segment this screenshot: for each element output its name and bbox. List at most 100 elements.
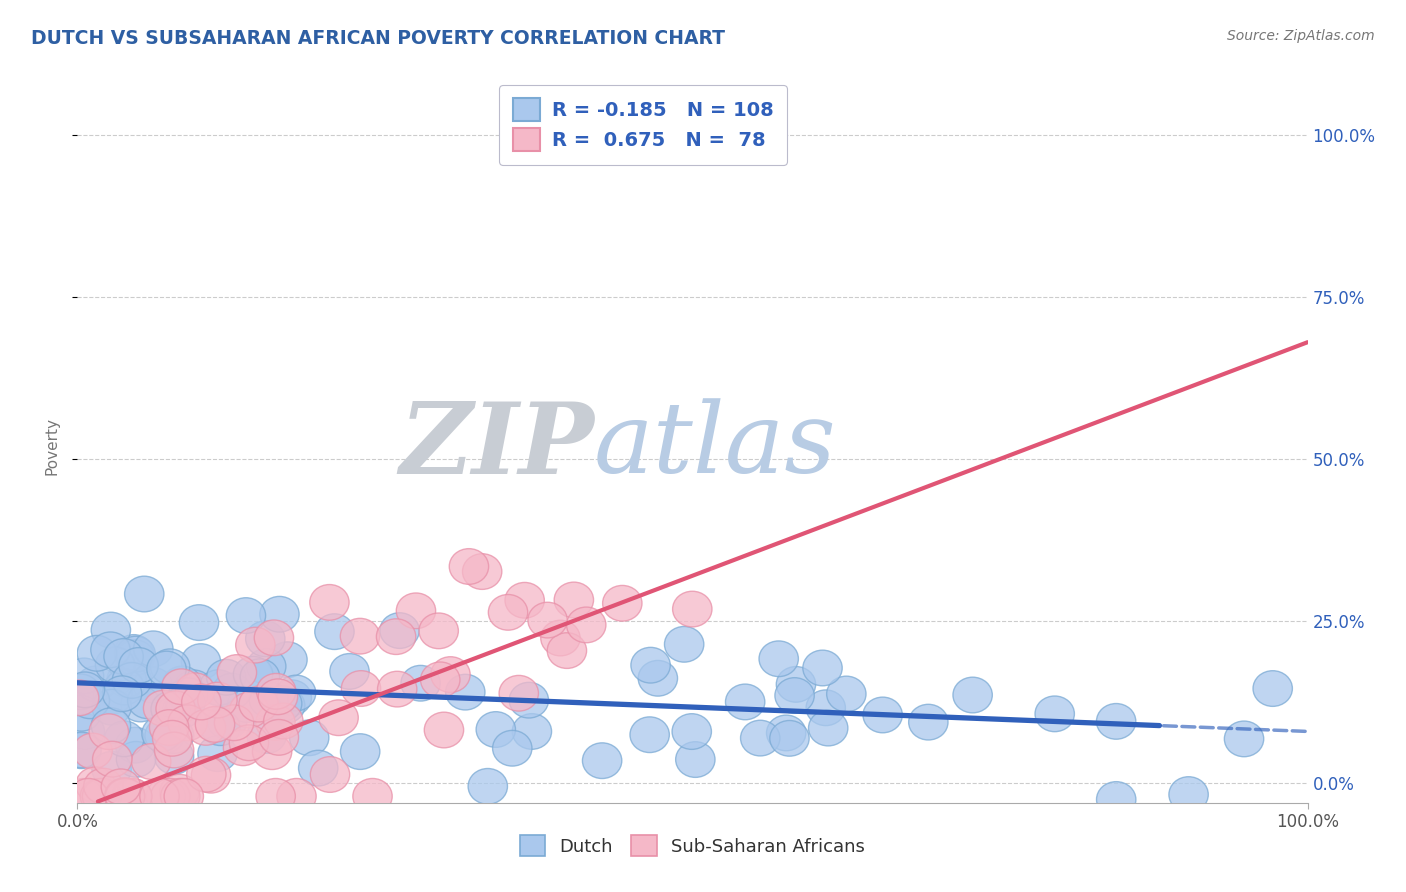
- Ellipse shape: [1168, 777, 1208, 813]
- Ellipse shape: [477, 712, 516, 747]
- Ellipse shape: [249, 681, 288, 717]
- Ellipse shape: [198, 736, 238, 772]
- Ellipse shape: [93, 741, 132, 777]
- Ellipse shape: [342, 671, 381, 706]
- Ellipse shape: [121, 686, 160, 722]
- Ellipse shape: [499, 675, 538, 711]
- Ellipse shape: [174, 670, 214, 706]
- Ellipse shape: [191, 757, 231, 793]
- Ellipse shape: [201, 710, 240, 746]
- Ellipse shape: [214, 705, 253, 740]
- Ellipse shape: [267, 642, 307, 678]
- Ellipse shape: [76, 767, 115, 803]
- Ellipse shape: [207, 659, 246, 695]
- Ellipse shape: [91, 751, 131, 787]
- Ellipse shape: [163, 666, 202, 702]
- Ellipse shape: [62, 696, 101, 731]
- Ellipse shape: [247, 718, 287, 754]
- Ellipse shape: [806, 690, 845, 725]
- Ellipse shape: [155, 739, 194, 774]
- Ellipse shape: [554, 582, 593, 618]
- Ellipse shape: [380, 613, 419, 648]
- Ellipse shape: [277, 675, 316, 711]
- Ellipse shape: [104, 779, 143, 814]
- Ellipse shape: [672, 714, 711, 749]
- Text: ZIP: ZIP: [399, 398, 595, 494]
- Ellipse shape: [309, 584, 349, 620]
- Ellipse shape: [155, 718, 194, 754]
- Ellipse shape: [134, 631, 173, 666]
- Ellipse shape: [741, 720, 780, 756]
- Ellipse shape: [264, 703, 304, 739]
- Ellipse shape: [89, 714, 128, 749]
- Ellipse shape: [146, 651, 186, 687]
- Ellipse shape: [256, 779, 295, 814]
- Ellipse shape: [770, 721, 810, 756]
- Ellipse shape: [105, 778, 145, 814]
- Ellipse shape: [463, 554, 502, 590]
- Ellipse shape: [263, 686, 302, 722]
- Ellipse shape: [240, 659, 280, 695]
- Ellipse shape: [353, 779, 392, 814]
- Ellipse shape: [125, 576, 165, 612]
- Ellipse shape: [803, 650, 842, 686]
- Ellipse shape: [120, 648, 159, 683]
- Text: atlas: atlas: [595, 399, 837, 493]
- Ellipse shape: [298, 750, 337, 786]
- Ellipse shape: [150, 648, 190, 684]
- Ellipse shape: [319, 700, 359, 736]
- Ellipse shape: [165, 779, 204, 814]
- Ellipse shape: [139, 779, 179, 814]
- Ellipse shape: [198, 670, 238, 706]
- Ellipse shape: [239, 686, 278, 722]
- Ellipse shape: [290, 720, 329, 756]
- Ellipse shape: [195, 706, 235, 742]
- Ellipse shape: [254, 620, 294, 656]
- Ellipse shape: [277, 779, 316, 814]
- Ellipse shape: [84, 768, 124, 804]
- Ellipse shape: [60, 674, 100, 710]
- Ellipse shape: [488, 594, 527, 630]
- Ellipse shape: [638, 660, 678, 696]
- Ellipse shape: [631, 648, 671, 683]
- Ellipse shape: [143, 690, 183, 726]
- Ellipse shape: [166, 685, 205, 721]
- Ellipse shape: [311, 756, 350, 792]
- Ellipse shape: [863, 698, 903, 733]
- Ellipse shape: [340, 618, 380, 654]
- Ellipse shape: [446, 674, 485, 710]
- Ellipse shape: [766, 715, 806, 751]
- Ellipse shape: [115, 727, 155, 763]
- Ellipse shape: [181, 644, 221, 680]
- Ellipse shape: [273, 680, 312, 715]
- Text: Source: ZipAtlas.com: Source: ZipAtlas.com: [1227, 29, 1375, 43]
- Ellipse shape: [152, 721, 191, 756]
- Legend: Dutch, Sub-Saharan Africans: Dutch, Sub-Saharan Africans: [510, 826, 875, 865]
- Ellipse shape: [776, 666, 815, 702]
- Ellipse shape: [162, 669, 201, 705]
- Ellipse shape: [132, 744, 172, 780]
- Ellipse shape: [582, 743, 621, 779]
- Ellipse shape: [150, 691, 190, 727]
- Ellipse shape: [672, 591, 711, 627]
- Ellipse shape: [229, 692, 269, 728]
- Ellipse shape: [150, 779, 190, 814]
- Ellipse shape: [145, 718, 184, 754]
- Ellipse shape: [212, 673, 252, 709]
- Ellipse shape: [512, 714, 551, 749]
- Ellipse shape: [128, 683, 167, 719]
- Ellipse shape: [77, 635, 117, 671]
- Ellipse shape: [953, 677, 993, 713]
- Ellipse shape: [260, 597, 299, 632]
- Ellipse shape: [541, 620, 581, 656]
- Ellipse shape: [198, 682, 238, 718]
- Ellipse shape: [73, 733, 112, 769]
- Ellipse shape: [217, 655, 256, 690]
- Ellipse shape: [1035, 696, 1074, 731]
- Ellipse shape: [420, 662, 460, 698]
- Ellipse shape: [91, 632, 131, 667]
- Ellipse shape: [163, 692, 202, 728]
- Ellipse shape: [117, 741, 156, 777]
- Ellipse shape: [492, 731, 531, 766]
- Ellipse shape: [468, 769, 508, 805]
